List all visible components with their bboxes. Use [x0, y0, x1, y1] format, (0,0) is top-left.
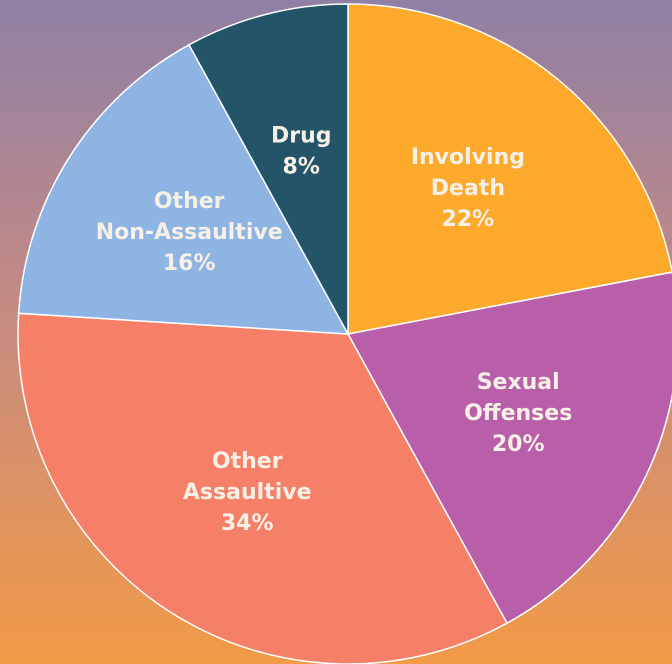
slice-label: Other Assaultive: [183, 449, 312, 505]
slice-label-line: Sexual: [477, 370, 560, 395]
slice-label-line: Offenses: [464, 401, 572, 426]
percent-label: 16%: [163, 251, 216, 276]
percent-label: 20%: [492, 432, 545, 457]
slice-label: Sexual Offenses: [464, 370, 572, 426]
slice-label: Other Non-Assaultive: [96, 189, 283, 245]
slice-label: Involving Death: [411, 145, 525, 201]
slice-label-line: Non-Assaultive: [96, 220, 283, 245]
slice-label-line: Death: [431, 176, 505, 201]
slice-label-line: Other: [154, 189, 225, 214]
pie-slice: [346, 271, 672, 625]
percent-label: 34%: [221, 511, 274, 536]
pie-slice: [188, 3, 349, 335]
pie-slice: [347, 3, 672, 335]
percent-label: 8%: [283, 154, 320, 179]
percent-label: 22%: [442, 207, 495, 232]
slice-label-line: Drug: [271, 123, 332, 148]
slice-label-line: Assaultive: [183, 480, 312, 505]
pie-slice: [17, 43, 350, 335]
slice-label-line: Involving: [411, 145, 525, 170]
slice-label: Drug: [271, 123, 332, 148]
slice-label-line: Other: [212, 449, 283, 474]
pie-slice: [17, 312, 508, 664]
